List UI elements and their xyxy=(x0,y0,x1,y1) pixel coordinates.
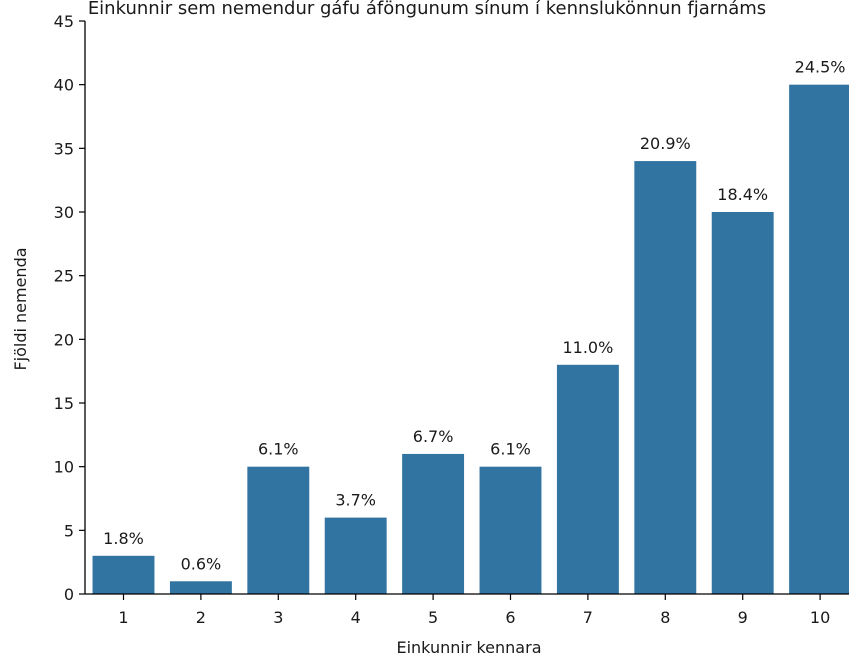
data-label-8: 20.9% xyxy=(640,134,691,153)
data-label-9: 18.4% xyxy=(717,185,768,204)
bar-5 xyxy=(402,453,465,594)
x-tick-label: 1 xyxy=(118,608,128,627)
x-tick-label: 9 xyxy=(738,608,748,627)
x-tick-label: 7 xyxy=(583,608,593,627)
data-label-1: 1.8% xyxy=(103,529,144,548)
bar-1 xyxy=(92,555,155,594)
y-tick-label: 20 xyxy=(54,330,74,349)
y-tick-label: 30 xyxy=(54,203,74,222)
x-axis-label: Einkunnir kennara xyxy=(396,638,541,657)
y-tick-label: 40 xyxy=(54,76,74,95)
data-label-7: 11.0% xyxy=(562,338,613,357)
data-label-2: 0.6% xyxy=(181,554,222,573)
bar-3 xyxy=(247,466,310,594)
x-tick-label: 5 xyxy=(428,608,438,627)
bar-10 xyxy=(789,84,849,595)
bar-2 xyxy=(169,581,232,594)
y-tick-label: 25 xyxy=(54,267,74,286)
bar-6 xyxy=(479,466,542,594)
y-axis-label: Fjöldi nemenda xyxy=(11,247,30,370)
data-label-10: 24.5% xyxy=(795,58,846,77)
bar-8 xyxy=(634,161,697,594)
chart-title: Einkunnir sem nemendur gáfu áföngunum sí… xyxy=(88,0,766,19)
x-tick-label: 2 xyxy=(196,608,206,627)
bar-4 xyxy=(324,517,387,594)
plot-area: 1.8% 0.6% 6.1% 3.7% 6.7% 6.1% 11.0% 20.9% 18.4% 2… xyxy=(54,12,849,627)
y-tick-label: 5 xyxy=(64,521,74,540)
y-tick-label: 15 xyxy=(54,394,74,413)
x-tick-label: 6 xyxy=(505,608,515,627)
data-label-3: 6.1% xyxy=(258,440,299,459)
x-tick-label: 10 xyxy=(810,608,830,627)
y-tick-label: 45 xyxy=(54,12,74,31)
y-tick-label: 0 xyxy=(64,585,74,604)
data-label-4: 3.7% xyxy=(335,491,376,510)
bar-9 xyxy=(711,212,774,594)
x-tick-label: 4 xyxy=(351,608,361,627)
data-label-6: 6.1% xyxy=(490,440,531,459)
y-tick-label: 35 xyxy=(54,139,74,158)
x-tick-label: 8 xyxy=(660,608,670,627)
bar-7 xyxy=(556,364,619,594)
data-label-5: 6.7% xyxy=(413,427,454,446)
y-tick-label: 10 xyxy=(54,458,74,477)
x-tick-label: 3 xyxy=(273,608,283,627)
